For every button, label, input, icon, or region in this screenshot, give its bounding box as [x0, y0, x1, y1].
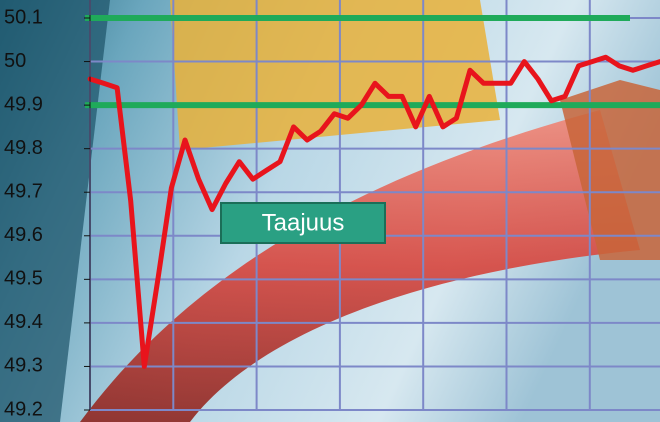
label-box — [220, 202, 386, 244]
y-tick-label: 49.5 — [4, 268, 43, 290]
y-tick-label: 49.3 — [4, 355, 43, 377]
y-tick-label: 49.4 — [4, 311, 43, 333]
y-tick-label: 49.8 — [4, 137, 43, 159]
annotation-label: Taajuus — [262, 209, 345, 236]
reference-lines — [85, 15, 660, 109]
y-axis: 49.2 49.3 49.4 49.5 49.6 49.7 49.8 49.9 50 50.1 — [4, 0, 91, 420]
y-tick-label: 49.6 — [4, 224, 43, 246]
y-tick-label: 49.9 — [4, 93, 43, 115]
annotation-box: Taajuus — [220, 202, 386, 244]
series — [87, 54, 660, 369]
y-tick-label: 50 — [4, 50, 26, 72]
y-tick-label: 49.2 — [4, 398, 43, 420]
y-tick-label: 50.1 — [4, 6, 43, 28]
data-line — [87, 54, 660, 369]
y-tick-label: 49.7 — [4, 181, 43, 203]
